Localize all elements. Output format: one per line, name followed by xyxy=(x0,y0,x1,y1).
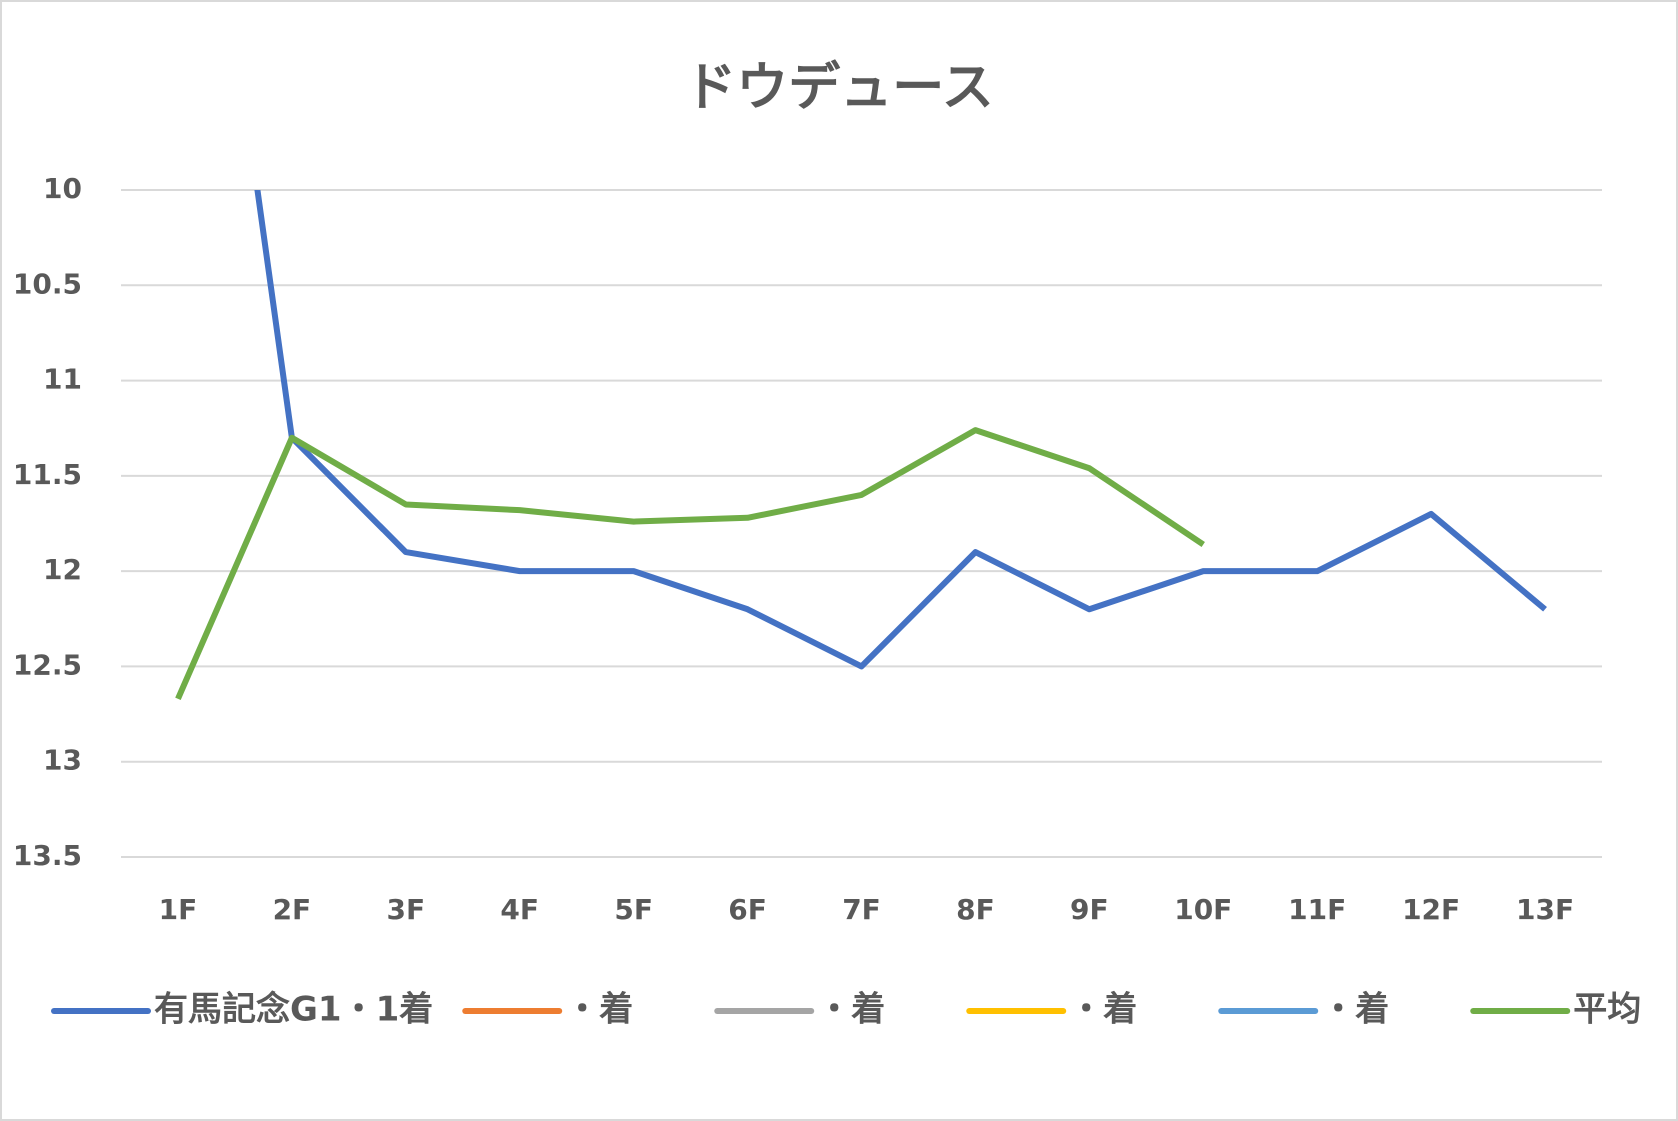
series-line xyxy=(254,190,1547,670)
legend-label: 有馬記念G1・1着 xyxy=(154,990,433,1030)
x-tick-label: 11F xyxy=(1288,893,1346,926)
x-tick-label: 4F xyxy=(500,893,539,926)
grid: 10 10.5 11 11.5 12 12.5 13 13.5 1F 2F 3F 4F 5F 6F 7F 8F… xyxy=(13,172,1602,926)
y-tick-label: 13.5 xyxy=(13,839,82,872)
y-tick-label: 12 xyxy=(43,553,82,586)
y-tick-label: 11 xyxy=(43,363,82,396)
x-tick-label: 13F xyxy=(1516,893,1574,926)
chart-title: ドウデュース xyxy=(684,58,993,118)
legend-label: ・着 xyxy=(1321,990,1389,1030)
x-tick-label: 1F xyxy=(159,893,198,926)
x-tick-label: 5F xyxy=(614,893,653,926)
x-tick-label: 7F xyxy=(842,893,881,926)
y-tick-label: 12.5 xyxy=(13,648,82,681)
legend: 有馬記念G1・1着 ・着 ・着 ・着 ・着 平均 xyxy=(51,990,1641,1030)
x-tick-label: 10F xyxy=(1174,893,1232,926)
x-tick-label: 2F xyxy=(273,893,312,926)
plot-area xyxy=(175,190,1547,701)
y-tick-label: 10.5 xyxy=(13,267,82,300)
series-line xyxy=(175,427,1205,701)
legend-label: ・着 xyxy=(1069,990,1137,1030)
y-tick-label: 13 xyxy=(43,744,82,777)
legend-label: 平均 xyxy=(1573,990,1641,1030)
x-tick-label: 6F xyxy=(728,893,767,926)
legend-label: ・着 xyxy=(817,990,885,1030)
y-tick-label: 10 xyxy=(43,172,82,205)
x-tick-label: 9F xyxy=(1070,893,1109,926)
x-tick-label: 12F xyxy=(1402,893,1460,926)
y-tick-label: 11.5 xyxy=(13,458,82,491)
x-tick-label: 3F xyxy=(387,893,426,926)
x-tick-label: 8F xyxy=(956,893,995,926)
legend-label: ・着 xyxy=(565,990,633,1030)
